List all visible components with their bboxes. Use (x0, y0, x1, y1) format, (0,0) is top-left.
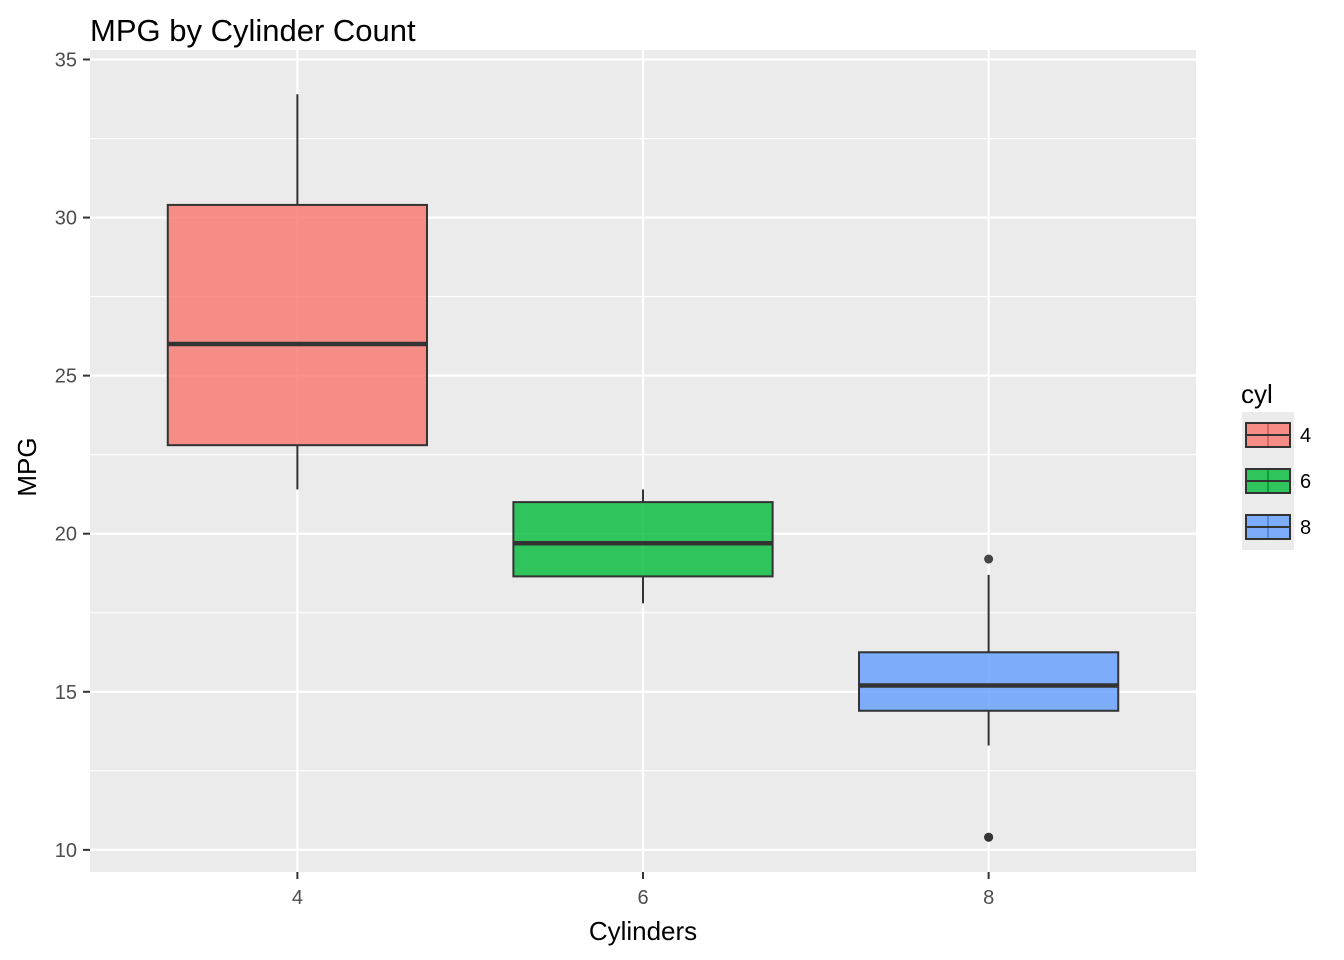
x-tick-label: 8 (983, 887, 994, 909)
chart-title: MPG by Cylinder Count (90, 13, 416, 48)
y-tick-label: 25 (55, 366, 77, 388)
y-tick-label: 20 (55, 524, 77, 546)
outlier-point (984, 554, 994, 564)
box-8 (858, 554, 1120, 842)
legend-item-4: 4 (1242, 412, 1311, 458)
box-iqr (512, 501, 774, 578)
outlier-point (984, 832, 994, 842)
legend-label: 4 (1300, 425, 1311, 447)
y-tick-label: 35 (55, 49, 77, 71)
box-6 (512, 489, 774, 604)
x-axis-title: Cylinders (589, 916, 697, 946)
y-tick-label: 10 (55, 840, 77, 862)
box-4 (166, 94, 428, 490)
legend-item-8: 8 (1242, 504, 1311, 550)
y-axis-title: MPG (12, 437, 42, 496)
legend-item-6: 6 (1242, 458, 1311, 504)
legend-label: 8 (1300, 517, 1311, 539)
y-tick-label: 30 (55, 208, 77, 230)
legend-label: 6 (1300, 471, 1311, 493)
legend: cyl 4 6 8 (1240, 379, 1311, 558)
boxes (166, 94, 1120, 842)
box-iqr (166, 203, 428, 447)
box-iqr (858, 651, 1120, 712)
y-tick-label: 15 (55, 682, 77, 704)
x-tick-label: 4 (292, 887, 303, 909)
axes: 10 15 20 25 30 35 4 6 8 (55, 49, 994, 909)
x-tick-label: 6 (637, 887, 648, 909)
legend-title: cyl (1241, 379, 1273, 409)
